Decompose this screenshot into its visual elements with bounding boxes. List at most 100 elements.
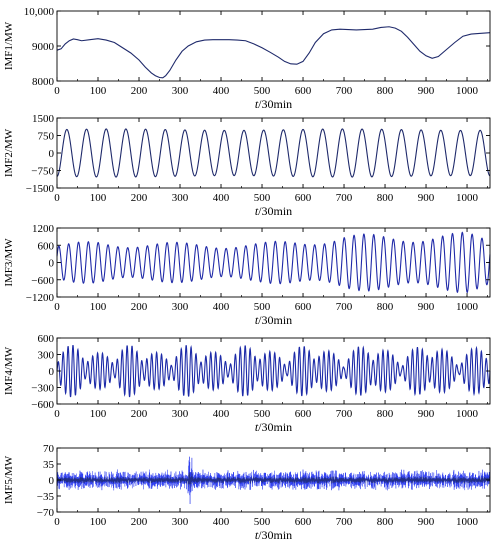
x-tick-label: 800 (377, 301, 394, 313)
x-tick-label: 1000 (456, 516, 479, 528)
x-tick-label: 700 (336, 85, 353, 97)
y-tick-label: 1200 (32, 223, 55, 235)
y-tick-label: 35 (43, 459, 55, 471)
x-tick-label: 1000 (456, 408, 479, 420)
y-tick-label: 1500 (32, 113, 55, 125)
plot-frame (56, 10, 491, 82)
x-tick-label: 600 (295, 408, 312, 420)
panel-imf3: 0 100 200 300 400 500 600 700 800 900 1000 −1200 −60… (3, 223, 491, 327)
x-tick-label: 100 (90, 85, 107, 97)
x-axis-label: t/30min (255, 97, 292, 111)
y-tick-label: 600 (38, 333, 55, 345)
x-tick-label: 800 (377, 408, 394, 420)
x-tick-label: 200 (131, 301, 148, 313)
x-tick-label: 500 (254, 85, 271, 97)
x-tick-label: 200 (131, 192, 148, 204)
imf1-series-line (56, 26, 491, 79)
x-tick-label: 400 (213, 516, 230, 528)
y-tick-label: −35 (37, 491, 55, 503)
x-tick-label: 900 (418, 516, 435, 528)
y-tick-label: 10,000 (24, 6, 55, 18)
y-tick-label: −300 (31, 383, 54, 395)
x-tick-label: 800 (377, 85, 394, 97)
x-tick-label: 0 (54, 301, 60, 313)
x-tick-label: 500 (254, 516, 271, 528)
x-tick-label: 1000 (456, 85, 479, 97)
x-tick-label: 600 (295, 192, 312, 204)
x-tick-label: 400 (213, 192, 230, 204)
x-tick-label: 900 (418, 301, 435, 313)
x-axis-label: t/30min (255, 204, 292, 218)
y-axis-label: IMF4/MW (3, 346, 15, 395)
x-tick-label: 400 (213, 85, 230, 97)
y-tick-label: 0 (49, 475, 55, 487)
y-tick-label: 8000 (32, 76, 55, 88)
y-axis-label: IMF3/MW (3, 238, 15, 287)
y-tick-label: 0 (49, 366, 55, 378)
x-tick-label: 0 (54, 85, 60, 97)
y-tick-label: 0 (49, 148, 55, 160)
plot-frame (56, 117, 491, 189)
imf3-series-line (56, 231, 491, 294)
y-axis-label: IMF5/MW (3, 455, 15, 504)
y-tick-label: −600 (31, 399, 54, 411)
x-tick-label: 200 (131, 85, 148, 97)
x-tick-label: 700 (336, 516, 353, 528)
x-tick-label: 400 (213, 408, 230, 420)
y-tick-label: 600 (38, 240, 55, 252)
x-tick-label: 0 (54, 516, 60, 528)
y-tick-label: −1200 (26, 292, 55, 304)
y-tick-label: 9000 (32, 41, 55, 53)
x-tick-label: 300 (172, 408, 189, 420)
y-tick-label: −1500 (26, 183, 55, 195)
x-tick-label: 600 (295, 85, 312, 97)
x-tick-label: 600 (295, 301, 312, 313)
y-axis-label: IMF2/MW (3, 128, 15, 177)
panel-imf5: 0 100 200 300 400 500 600 700 800 900 1000 −70 −35 0 3… (3, 443, 491, 542)
x-tick-label: 400 (213, 301, 230, 313)
x-tick-label: 600 (295, 516, 312, 528)
panel-imf4: 0 100 200 300 400 500 600 700 800 900 1000 −600 −300… (3, 333, 491, 434)
imf2-series-line (56, 128, 491, 178)
x-tick-label: 200 (131, 516, 148, 528)
y-tick-label: 750 (38, 131, 55, 143)
x-tick-label: 100 (90, 192, 107, 204)
x-tick-label: 500 (254, 408, 271, 420)
x-tick-label: 900 (418, 85, 435, 97)
x-tick-label: 500 (254, 301, 271, 313)
x-axis-label: t/30min (255, 528, 292, 542)
x-axis-label: t/30min (255, 420, 292, 434)
x-tick-label: 300 (172, 516, 189, 528)
x-tick-label: 1000 (456, 192, 479, 204)
x-tick-label: 300 (172, 301, 189, 313)
x-tick-label: 0 (54, 192, 60, 204)
x-axis-label: t/30min (255, 313, 292, 327)
imf4-series-line (56, 344, 491, 398)
y-tick-label: −750 (31, 166, 54, 178)
x-tick-label: 100 (90, 408, 107, 420)
y-tick-label: 70 (43, 443, 55, 455)
y-tick-label: −600 (31, 275, 54, 287)
x-tick-label: 800 (377, 192, 394, 204)
y-axis-label: IMF1/MW (3, 21, 15, 70)
x-tick-label: 900 (418, 192, 435, 204)
y-tick-label: 300 (38, 350, 55, 362)
x-tick-label: 700 (336, 301, 353, 313)
x-tick-label: 700 (336, 408, 353, 420)
x-tick-label: 700 (336, 192, 353, 204)
imf5-series-line (56, 456, 491, 504)
x-tick-label: 1000 (456, 301, 479, 313)
y-tick-label: 0 (49, 258, 55, 270)
y-tick-label: −70 (37, 507, 55, 519)
x-tick-label: 100 (90, 516, 107, 528)
x-tick-label: 900 (418, 408, 435, 420)
imf5-series-core (56, 471, 491, 489)
x-tick-label: 300 (172, 192, 189, 204)
x-tick-label: 500 (254, 192, 271, 204)
x-tick-label: 0 (54, 408, 60, 420)
panel-imf2: 0 100 200 300 400 500 600 700 800 900 1000 −1500 −75… (3, 113, 491, 218)
x-tick-label: 800 (377, 516, 394, 528)
panel-imf1: 0 100 200 300 400 500 600 700 800 900 1000 8000 9000… (3, 6, 491, 111)
x-tick-label: 200 (131, 408, 148, 420)
